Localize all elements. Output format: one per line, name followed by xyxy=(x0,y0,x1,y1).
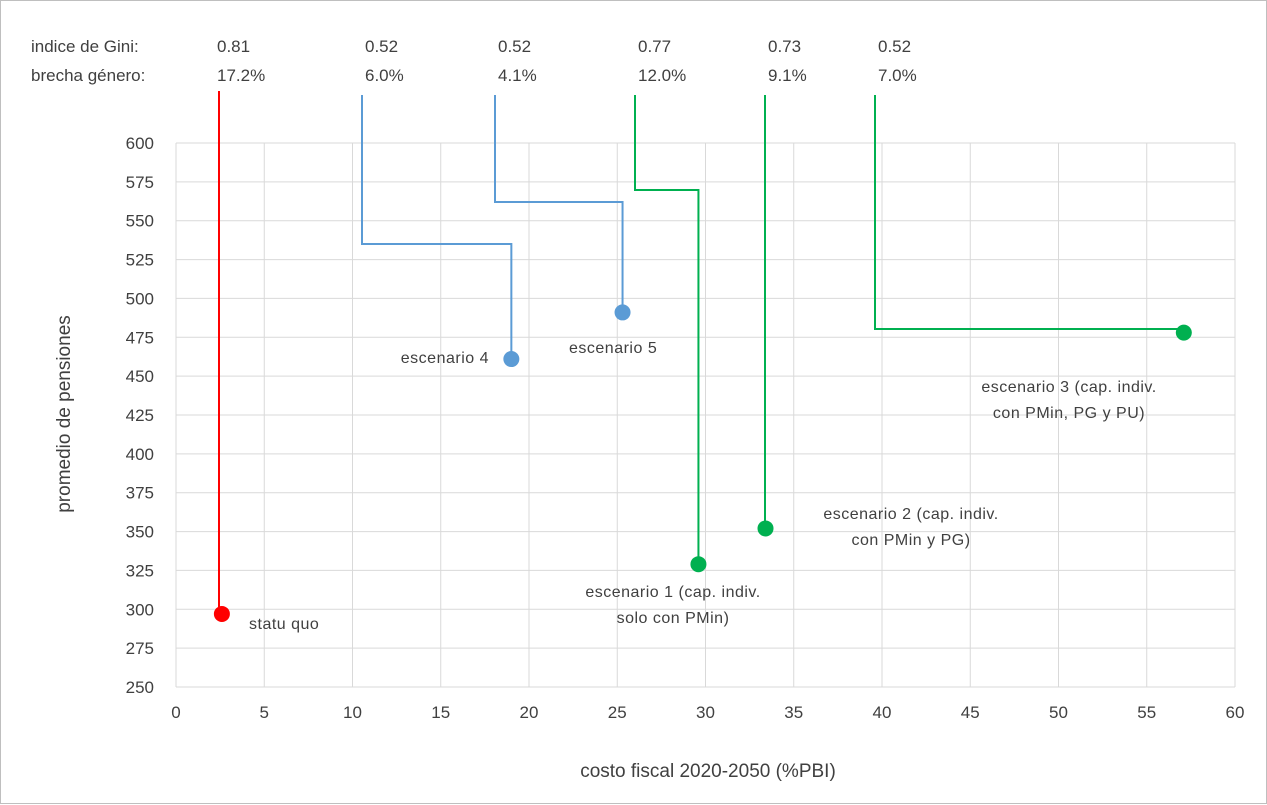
point-label: statu quo xyxy=(249,616,319,633)
y-tick-label: 350 xyxy=(126,523,154,542)
y-tick-label: 475 xyxy=(126,328,154,347)
x-tick-label: 50 xyxy=(1049,703,1068,722)
gap-value: 7.0% xyxy=(878,66,917,85)
data-point xyxy=(1175,324,1192,341)
data-point xyxy=(213,605,230,622)
data-point xyxy=(690,556,707,573)
x-tick-label: 25 xyxy=(608,703,627,722)
data-point xyxy=(614,304,631,321)
point-label: escenario 4 xyxy=(401,350,489,367)
point-label: escenario 2 (cap. indiv. xyxy=(823,506,998,523)
gini-value: 0.81 xyxy=(217,37,250,56)
gap-value: 6.0% xyxy=(365,66,404,85)
gap-value: 17.2% xyxy=(217,66,265,85)
x-tick-label: 0 xyxy=(171,703,180,722)
x-tick-label: 60 xyxy=(1226,703,1245,722)
gap-value: 12.0% xyxy=(638,66,686,85)
gap-header-label: brecha género: xyxy=(31,66,145,85)
y-tick-label: 300 xyxy=(126,600,154,619)
header-table: indice de Gini: brecha género: 0.81 17.2%… xyxy=(31,37,917,85)
y-tick-label: 550 xyxy=(126,212,154,231)
connector-line xyxy=(218,91,222,615)
gini-value: 0.73 xyxy=(768,37,801,56)
y-tick-label: 275 xyxy=(126,639,154,658)
grid xyxy=(175,142,1236,688)
x-axis-title: costo fiscal 2020-2050 (%PBI) xyxy=(580,761,836,782)
x-tick-label: 45 xyxy=(961,703,980,722)
y-tick-label: 600 xyxy=(126,134,154,153)
x-tick-label: 10 xyxy=(343,703,362,722)
y-tick-label: 250 xyxy=(126,678,154,697)
connector-line xyxy=(764,95,766,530)
point-label: escenario 3 (cap. indiv. xyxy=(981,379,1156,396)
y-tick-label: 500 xyxy=(126,289,154,308)
gap-value: 9.1% xyxy=(768,66,807,85)
x-tick-label: 30 xyxy=(696,703,715,722)
connector-line xyxy=(874,95,1185,333)
x-tick-label: 55 xyxy=(1137,703,1156,722)
tick-labels: 2502753003253503754004254504755005255505… xyxy=(126,134,1245,722)
gap-value: 4.1% xyxy=(498,66,537,85)
y-tick-label: 575 xyxy=(126,173,154,192)
connector-line xyxy=(634,95,700,565)
gini-value: 0.77 xyxy=(638,37,671,56)
x-tick-label: 20 xyxy=(520,703,539,722)
y-tick-label: 325 xyxy=(126,561,154,580)
y-tick-label: 375 xyxy=(126,484,154,503)
gini-value: 0.52 xyxy=(498,37,531,56)
point-label: escenario 5 xyxy=(569,340,657,357)
y-tick-label: 525 xyxy=(126,251,154,270)
gini-value: 0.52 xyxy=(365,37,398,56)
y-tick-label: 400 xyxy=(126,445,154,464)
connector-line xyxy=(361,95,513,360)
data-point xyxy=(757,520,774,537)
y-tick-label: 425 xyxy=(126,406,154,425)
gini-header-label: indice de Gini: xyxy=(31,37,139,56)
point-label: con PMin y PG) xyxy=(851,532,970,549)
point-labels: statu quo escenario 4 escenario 5 escenario… xyxy=(249,340,1156,633)
point-label: escenario 1 (cap. indiv. xyxy=(585,584,760,601)
data-point xyxy=(503,351,520,368)
x-tick-label: 35 xyxy=(784,703,803,722)
connector-lines xyxy=(218,91,1185,615)
x-tick-label: 5 xyxy=(260,703,269,722)
point-label: con PMin, PG y PU) xyxy=(993,405,1145,422)
x-tick-label: 40 xyxy=(873,703,892,722)
gini-value: 0.52 xyxy=(878,37,911,56)
y-axis-title: promedio de pensiones xyxy=(54,315,75,513)
connector-line xyxy=(494,95,624,313)
data-points xyxy=(213,304,1192,622)
x-tick-label: 15 xyxy=(431,703,450,722)
point-label: solo con PMin) xyxy=(617,610,730,627)
y-tick-label: 450 xyxy=(126,367,154,386)
